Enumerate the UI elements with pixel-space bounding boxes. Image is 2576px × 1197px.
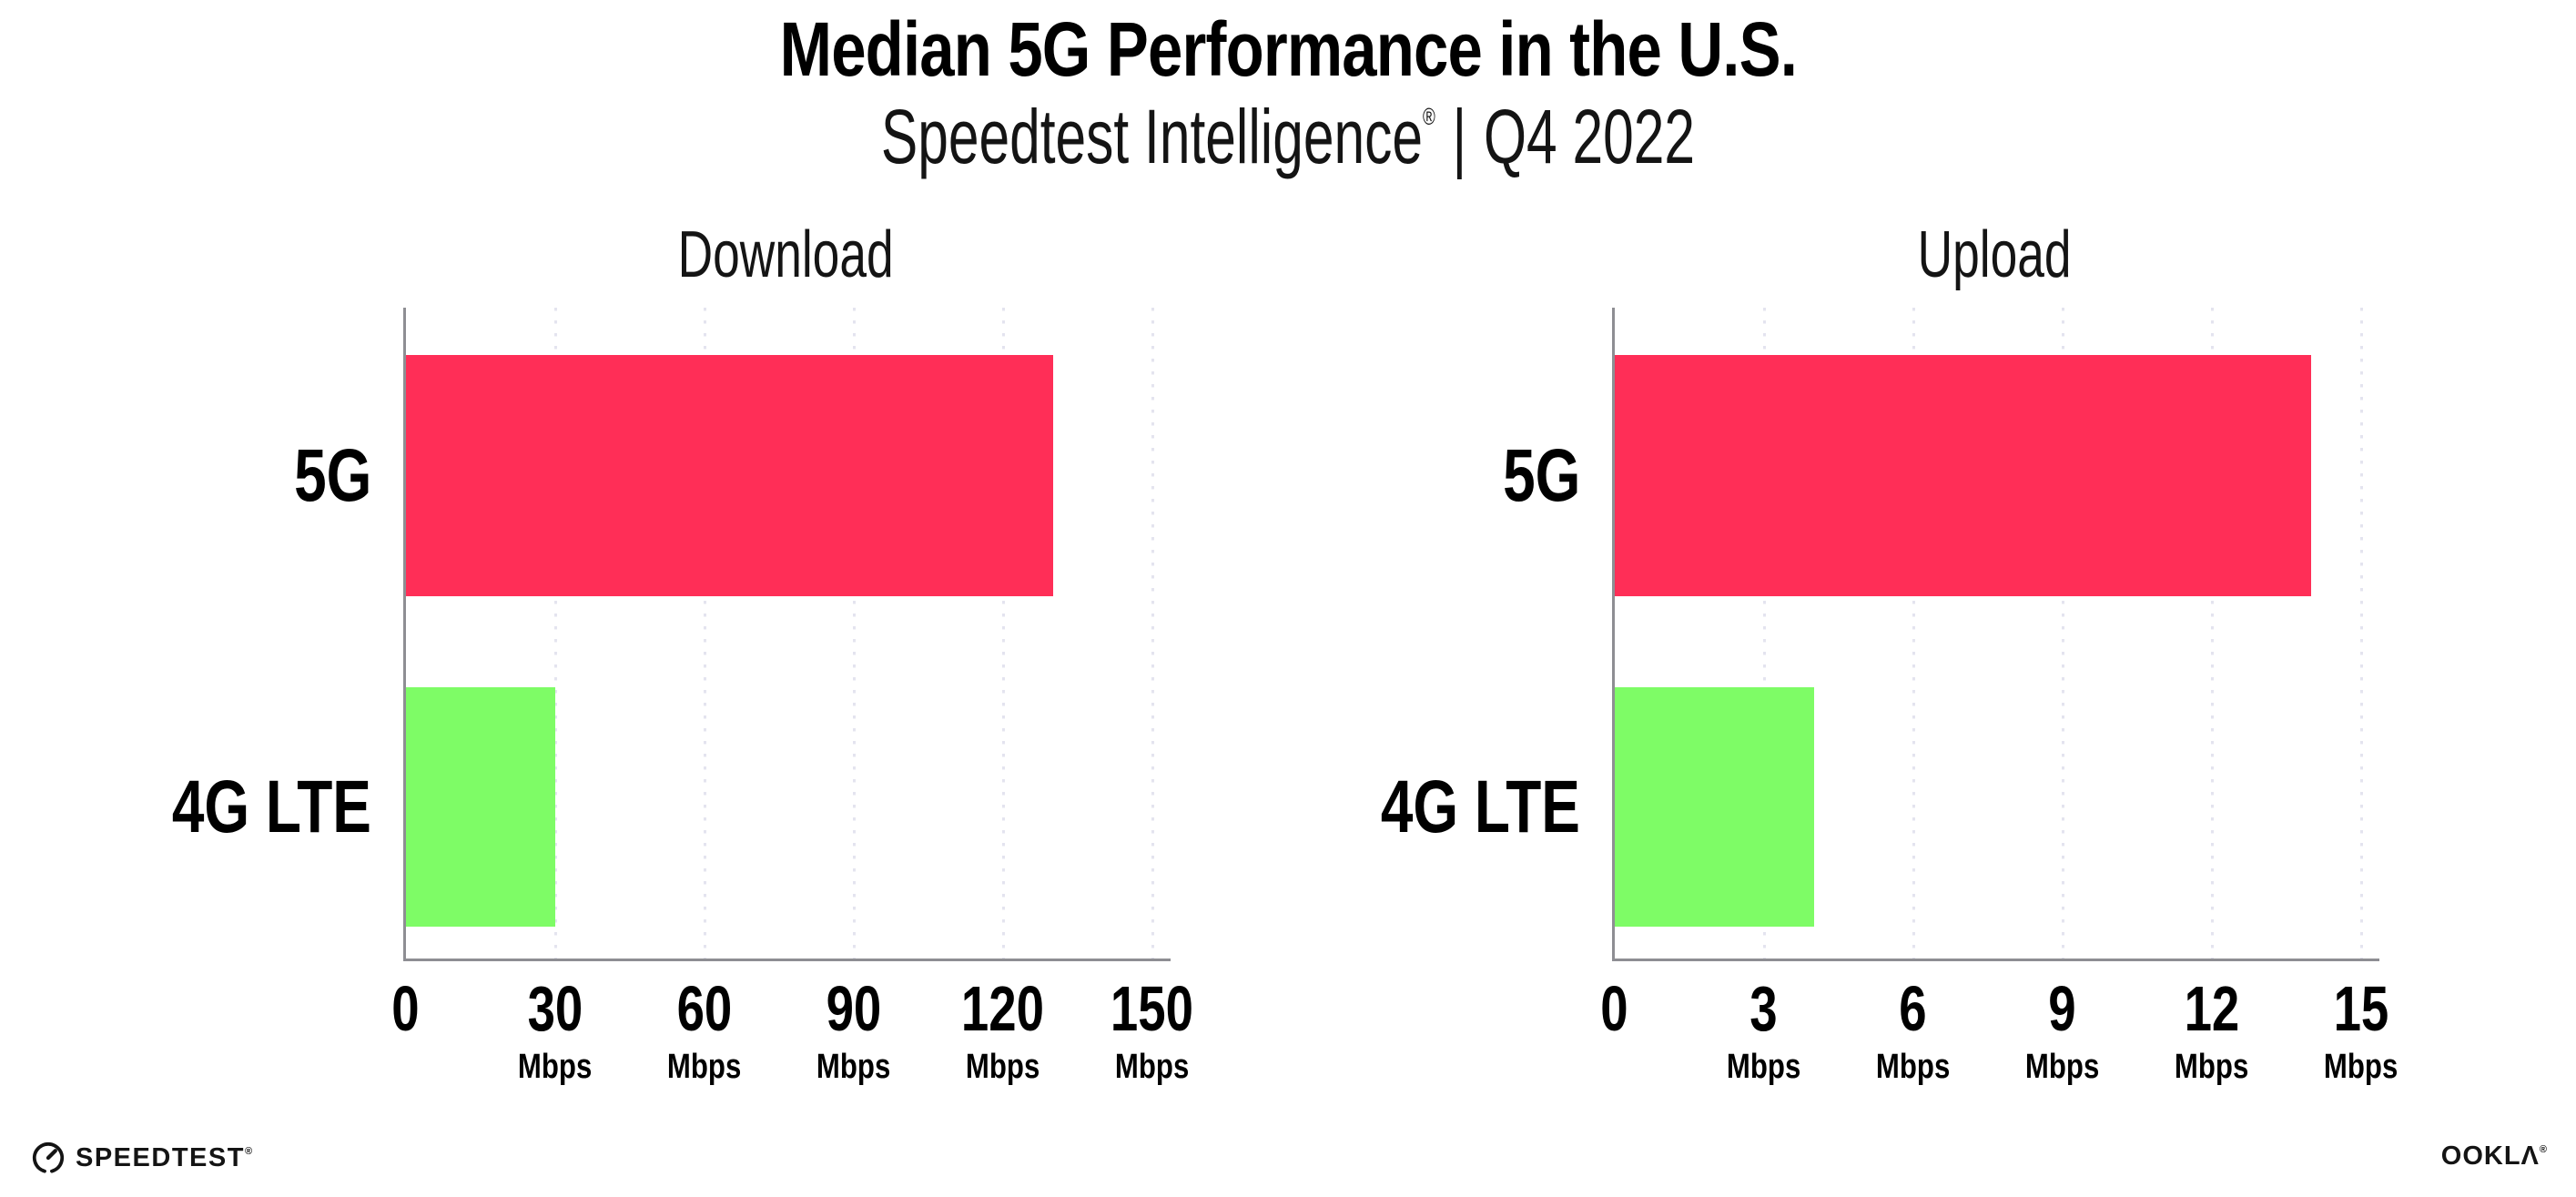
x-tick-unit: Mbps (965, 1048, 1040, 1086)
bar-5g (1615, 355, 2312, 596)
page-subtitle: Speedtest Intelligence® | Q4 2022 (0, 98, 2576, 175)
x-tick-label: 9 (2048, 973, 2076, 1044)
gridline (852, 308, 856, 959)
x-tick: 0 (1515, 977, 1715, 1040)
gridline (703, 308, 706, 959)
x-axis-ticks: 0 3 Mbps 6 Mbps 9 Mbps 12 Mbps 15 Mbps (1600, 977, 2398, 1113)
gridline (2210, 308, 2214, 959)
ookla-logo: OOKLΛ® (2441, 1143, 2547, 1170)
x-tick-label: 30 (527, 973, 583, 1044)
x-tick-label: 60 (676, 973, 732, 1044)
x-tick-label: 120 (960, 973, 1045, 1044)
x-tick-unit: Mbps (1726, 1048, 1801, 1086)
x-tick-unit: Mbps (1114, 1048, 1190, 1086)
y-axis-label-4g-lte: 4G LTE (1380, 766, 1580, 848)
x-tick-label: 0 (391, 973, 420, 1044)
bar-5g (406, 355, 1053, 596)
speedtest-wordmark: SPEEDTEST® (76, 1142, 253, 1172)
x-tick-label: 15 (2333, 973, 2388, 1044)
x-tick-label: 12 (2184, 973, 2239, 1044)
x-tick: 6 Mbps (1813, 977, 2013, 1084)
x-tick-unit: Mbps (816, 1048, 891, 1086)
registered-mark: ® (244, 1145, 253, 1157)
x-axis-ticks: 0 30 Mbps 60 Mbps 90 Mbps 120 Mbps 150 Mbps (391, 977, 1193, 1113)
x-tick-label: 0 (1600, 973, 1628, 1044)
ookla-wordmark: OOKLΛ® (2440, 1141, 2547, 1171)
bar-4g-lte (1615, 687, 1814, 927)
page-title-text: Median 5G Performance in the U.S. (779, 6, 1797, 92)
x-tick-unit: Mbps (517, 1048, 593, 1086)
x-tick-label: 150 (1110, 973, 1194, 1044)
x-tick: 60 Mbps (604, 977, 805, 1084)
x-tick: 15 Mbps (2261, 977, 2461, 1084)
x-tick: 120 Mbps (903, 977, 1103, 1084)
x-tick-unit: Mbps (666, 1048, 742, 1086)
x-tick-label: 6 (1899, 973, 1927, 1044)
gridline (553, 308, 557, 959)
bar-4g-lte (406, 687, 555, 927)
gridline (1151, 308, 1154, 959)
x-tick: 0 (306, 977, 506, 1040)
x-tick: 9 Mbps (1962, 977, 2163, 1084)
chart-title: Download (677, 218, 894, 291)
registered-mark: ® (2539, 1144, 2547, 1155)
page-subtitle-text: Speedtest Intelligence® | Q4 2022 (881, 98, 1695, 175)
x-tick-unit: Mbps (2174, 1048, 2249, 1086)
x-tick-label: 90 (826, 973, 881, 1044)
x-tick-unit: Mbps (1875, 1048, 1951, 1086)
chart-title: Upload (1917, 218, 2072, 291)
plot-area (403, 308, 1171, 961)
y-axis-label-5g: 5G (1502, 434, 1580, 517)
subtitle-period: Q4 2022 (1484, 94, 1696, 179)
registered-mark: ® (1423, 103, 1435, 130)
speedtest-logo: SPEEDTEST® (31, 1140, 252, 1176)
gridline (1912, 308, 1915, 959)
gauge-icon (32, 1141, 65, 1173)
x-tick: 30 Mbps (455, 977, 655, 1084)
subtitle-brand: Speedtest Intelligence (880, 94, 1424, 179)
x-tick-label: 3 (1749, 973, 1778, 1044)
x-tick: 90 Mbps (754, 977, 954, 1084)
y-axis-label-4g-lte: 4G LTE (171, 766, 371, 848)
y-axis-label-5g: 5G (293, 434, 371, 517)
gridline (2359, 308, 2363, 959)
gridline (1762, 308, 1766, 959)
gridline (1001, 308, 1005, 959)
subtitle-divider: | (1452, 94, 1467, 179)
x-tick: 12 Mbps (2112, 977, 2312, 1084)
page-title: Median 5G Performance in the U.S. (0, 11, 2576, 87)
x-tick: 3 Mbps (1664, 977, 1864, 1084)
x-tick: 150 Mbps (1052, 977, 1253, 1084)
gridline (2061, 308, 2064, 959)
x-tick-unit: Mbps (2323, 1048, 2399, 1086)
x-tick-unit: Mbps (2024, 1048, 2100, 1086)
plot-area (1612, 308, 2379, 961)
